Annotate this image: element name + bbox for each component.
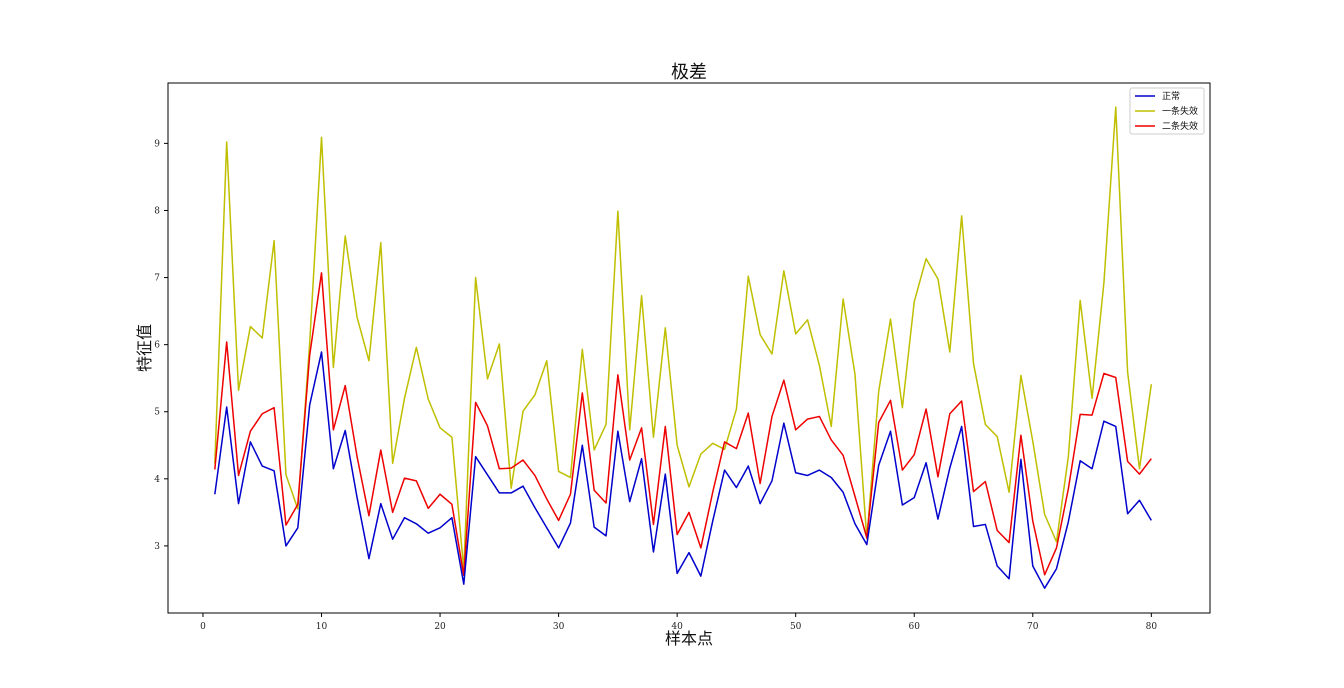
y-tick-label: 8 [154, 206, 160, 216]
legend-label: 一条失效 [1162, 105, 1198, 117]
y-tick-label: 5 [154, 408, 160, 418]
y-tick-label: 6 [154, 341, 160, 351]
x-tick-label: 20 [434, 622, 446, 632]
y-tick-label: 9 [154, 139, 160, 149]
x-axis-title: 样本点 [665, 629, 713, 648]
y-tick-label: 4 [154, 475, 160, 485]
legend-label: 二条失效 [1162, 120, 1198, 132]
x-axis: 0 10 20 30 40 50 60 70 80 [200, 613, 1157, 632]
series-layer [214, 106, 1153, 589]
plot-frame [167, 82, 1211, 614]
x-tick-label: 30 [553, 622, 565, 632]
x-tick-label: 10 [316, 622, 328, 632]
y-tick-label: 7 [154, 274, 160, 284]
y-tick-label: 3 [154, 542, 160, 552]
x-tick-label: 80 [1146, 622, 1158, 632]
x-tick-label: 70 [1027, 622, 1039, 632]
series-line-1 [214, 351, 1152, 589]
legend-label: 正常 [1162, 90, 1180, 102]
y-axis: 3 4 5 6 7 8 9 [154, 139, 168, 552]
x-tick-label: 50 [790, 622, 802, 632]
x-tick-label: 0 [200, 622, 206, 632]
y-axis-title: 特征值 [135, 324, 154, 372]
legend-box [1129, 87, 1205, 135]
series-line-3 [214, 272, 1152, 577]
x-tick-label: 60 [909, 622, 921, 632]
x-tick-label: 40 [671, 622, 683, 632]
chart-title: 极差 [671, 62, 707, 83]
series-line-2 [214, 106, 1153, 571]
